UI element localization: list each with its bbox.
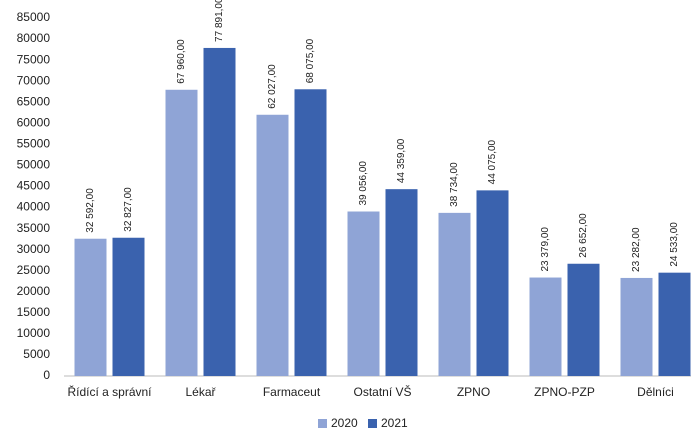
y-tick-label: 60000 [17, 115, 51, 129]
y-tick-label: 10000 [17, 326, 51, 340]
bar [658, 272, 691, 376]
y-tick-label: 35000 [17, 221, 51, 235]
bar [529, 277, 562, 376]
legend-swatch [368, 419, 377, 428]
value-label: 67 960,00 [176, 39, 187, 84]
bar [385, 189, 418, 376]
y-tick-label: 70000 [17, 73, 51, 87]
bar [476, 190, 509, 376]
bar [165, 89, 198, 377]
bar [294, 89, 327, 376]
value-label: 23 282,00 [631, 227, 642, 272]
bar [256, 114, 289, 377]
bar [112, 237, 145, 376]
bar [74, 238, 107, 376]
bar [347, 211, 380, 376]
y-tick-label: 20000 [17, 284, 51, 298]
y-tick-label: 85000 [17, 10, 51, 24]
bar [203, 47, 236, 376]
value-label: 62 027,00 [267, 64, 278, 109]
legend-label: 2021 [381, 416, 408, 430]
bar [567, 263, 600, 376]
y-tick-label: 0 [43, 368, 50, 382]
y-tick-label: 55000 [17, 137, 51, 151]
value-label: 26 652,00 [578, 213, 589, 258]
value-label: 44 075,00 [487, 139, 498, 184]
value-label: 77 891,00 [214, 0, 225, 42]
y-tick-label: 45000 [17, 179, 51, 193]
y-tick-label: 80000 [17, 31, 51, 45]
x-tick-label: Farmaceut [263, 385, 321, 399]
y-tick-label: 25000 [17, 263, 51, 277]
value-label: 32 827,00 [123, 187, 134, 232]
bar [620, 277, 653, 376]
x-tick-label: Lékař [185, 385, 216, 399]
legend-label: 2020 [331, 416, 358, 430]
y-tick-label: 65000 [17, 94, 51, 108]
bar [438, 212, 471, 376]
y-tick-label: 15000 [17, 305, 51, 319]
value-label: 23 379,00 [540, 227, 551, 272]
x-tick-label: Dělníci [637, 385, 674, 399]
x-tick-label: Řídící a správní [67, 384, 152, 399]
y-tick-label: 30000 [17, 242, 51, 256]
value-label: 44 359,00 [396, 138, 407, 183]
y-tick-label: 5000 [23, 347, 50, 361]
y-tick-label: 75000 [17, 52, 51, 66]
value-label: 24 533,00 [669, 222, 680, 267]
x-tick-label: ZPNO [457, 385, 490, 399]
value-label: 38 734,00 [449, 162, 460, 207]
value-label: 32 592,00 [85, 188, 96, 233]
value-label: 39 056,00 [358, 161, 369, 206]
value-label: 68 075,00 [305, 38, 316, 83]
y-tick-label: 50000 [17, 158, 51, 172]
legend-swatch [318, 419, 327, 428]
x-tick-label: Ostatní VŠ [353, 384, 411, 399]
x-tick-label: ZPNO-PZP [534, 385, 595, 399]
y-tick-label: 40000 [17, 200, 51, 214]
